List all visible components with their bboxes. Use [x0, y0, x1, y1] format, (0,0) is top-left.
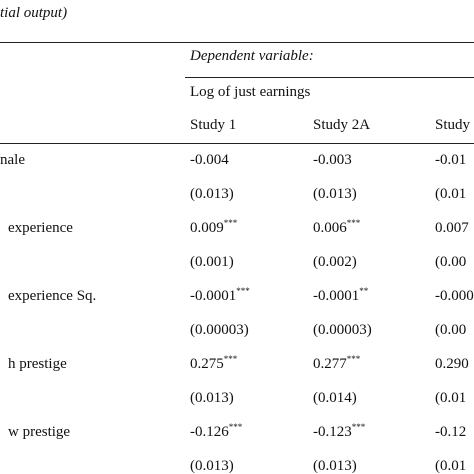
- estimate: -0.004: [190, 152, 229, 168]
- significance-stars: ***: [346, 218, 361, 228]
- column-header: Study 1: [190, 117, 237, 133]
- estimate: -0.0001: [313, 288, 360, 304]
- estimate: -0.126: [190, 424, 229, 440]
- outcome-label: Log of just earnings: [190, 84, 311, 100]
- column-header: Study: [435, 117, 471, 133]
- estimate: -0.123: [313, 424, 352, 440]
- estimate-cell: -0.123***: [313, 423, 365, 441]
- standard-error: (0.002): [313, 254, 357, 270]
- estimate-cell: 0.290: [435, 355, 469, 373]
- significance-stars: ***: [223, 218, 238, 228]
- estimate: -0.003: [313, 152, 352, 168]
- estimate-cell: 0.009***: [190, 219, 237, 237]
- estimate-cell: 0.277***: [313, 355, 360, 373]
- standard-error: (0.013): [190, 390, 234, 406]
- row-label: w prestige: [8, 424, 71, 440]
- significance-stars: ***: [228, 422, 243, 432]
- standard-error: (0.013): [313, 186, 357, 202]
- estimate: -0.01: [435, 152, 467, 168]
- standard-error: (0.00003): [313, 322, 372, 338]
- header-rule: [185, 77, 474, 78]
- significance-stars: ***: [236, 286, 250, 296]
- estimate: -0.0001: [190, 288, 237, 304]
- standard-error: (0.01: [435, 390, 467, 406]
- caption: tial output): [0, 5, 68, 21]
- standard-error: (0.001): [190, 254, 234, 270]
- estimate-cell: -0.0001***: [190, 287, 250, 305]
- estimate: 0.275: [190, 356, 224, 372]
- row-label: nale: [0, 152, 25, 168]
- estimate-cell: -0.003: [313, 151, 352, 169]
- estimate-cell: -0.0001**: [313, 287, 368, 305]
- estimate-cell: -0.01: [435, 151, 466, 169]
- estimate-cell: -0.000: [435, 287, 474, 305]
- estimate: 0.007: [435, 220, 469, 236]
- dependent-label: Dependent variable:: [190, 48, 314, 64]
- row-label: h prestige: [8, 356, 67, 372]
- significance-stars: **: [359, 286, 369, 296]
- standard-error: (0.014): [313, 390, 357, 406]
- standard-error: (0.013): [190, 458, 234, 474]
- standard-error: (0.01: [435, 186, 467, 202]
- row-label: experience Sq.: [8, 288, 97, 304]
- significance-stars: ***: [351, 422, 366, 432]
- estimate: -0.12: [435, 424, 467, 440]
- row-label: experience: [8, 220, 73, 236]
- estimate-cell: 0.006***: [313, 219, 360, 237]
- standard-error: (0.00: [435, 254, 467, 270]
- estimate-cell: -0.004: [190, 151, 229, 169]
- estimate: 0.277: [313, 356, 347, 372]
- estimate: 0.009: [190, 220, 224, 236]
- estimate: 0.006: [313, 220, 347, 236]
- estimate-cell: -0.12: [435, 423, 466, 441]
- estimate-cell: 0.275***: [190, 355, 237, 373]
- significance-stars: ***: [223, 354, 238, 364]
- standard-error: (0.00003): [190, 322, 249, 338]
- standard-error: (0.013): [313, 458, 357, 474]
- estimate-cell: 0.007: [435, 219, 469, 237]
- standard-error: (0.00: [435, 322, 467, 338]
- header-bottom-rule: [0, 143, 474, 144]
- standard-error: (0.01: [435, 458, 467, 474]
- standard-error: (0.013): [190, 186, 234, 202]
- top-rule: [0, 42, 474, 43]
- column-header: Study 2A: [313, 117, 371, 133]
- estimate-cell: -0.126***: [190, 423, 242, 441]
- significance-stars: ***: [346, 354, 361, 364]
- estimate: -0.000: [435, 288, 474, 304]
- estimate: 0.290: [435, 356, 469, 372]
